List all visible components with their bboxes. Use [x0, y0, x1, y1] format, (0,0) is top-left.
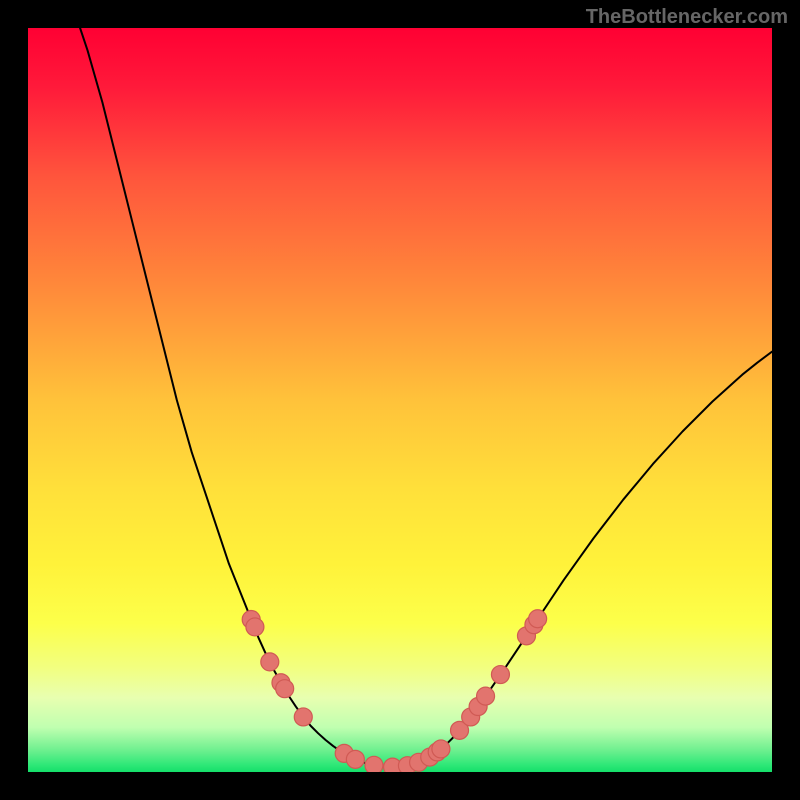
- watermark-text: TheBottlenecker.com: [586, 6, 788, 29]
- bottleneck-chart: [28, 28, 772, 772]
- chart-svg: [28, 28, 772, 772]
